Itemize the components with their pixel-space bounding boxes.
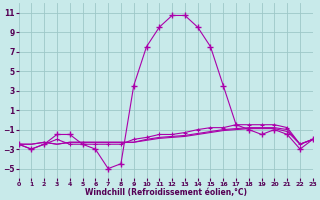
X-axis label: Windchill (Refroidissement éolien,°C): Windchill (Refroidissement éolien,°C) xyxy=(85,188,247,197)
